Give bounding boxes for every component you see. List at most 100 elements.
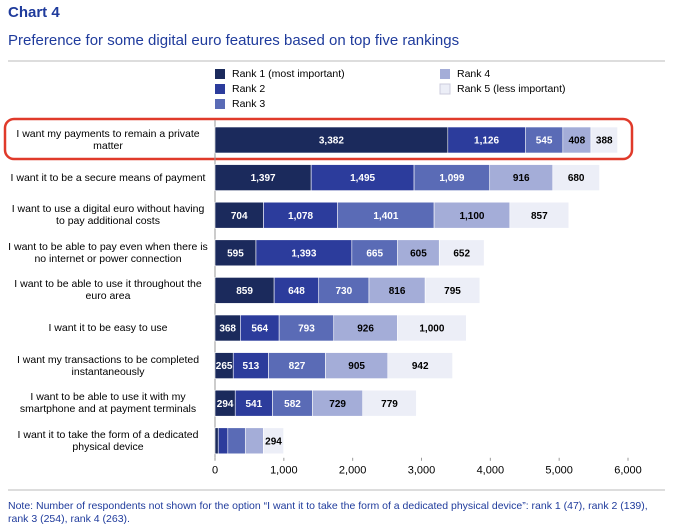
value-label: 368 <box>219 324 236 335</box>
legend-swatch <box>215 99 225 109</box>
value-label: 729 <box>329 399 346 410</box>
value-label: 1,099 <box>439 173 464 184</box>
bar-segment <box>562 126 592 154</box>
bar-segment <box>244 427 264 455</box>
legend-swatch <box>439 83 451 95</box>
value-label: 905 <box>348 361 365 372</box>
value-label: 541 <box>246 399 263 410</box>
value-label: 648 <box>288 286 305 297</box>
bar-segment <box>227 427 246 455</box>
value-label: 1,078 <box>288 211 313 222</box>
bar-segment <box>214 277 275 304</box>
bar-segment <box>263 201 338 229</box>
value-label: 680 <box>568 173 585 184</box>
value-label: 605 <box>410 248 427 259</box>
category-label: I want it to be a secure means of paymen… <box>10 171 206 184</box>
bar-segment <box>278 314 335 342</box>
bar-segment <box>272 389 313 417</box>
bar-segment <box>525 126 564 154</box>
x-tick-label: 1,000 <box>270 465 298 477</box>
value-label: 1,000 <box>419 324 444 335</box>
bar-segment <box>312 389 364 417</box>
x-tick-label: 5,000 <box>545 465 573 477</box>
value-label: 652 <box>453 248 470 259</box>
value-label: 916 <box>513 173 530 184</box>
bar-segment <box>362 389 417 417</box>
value-label: 564 <box>251 324 268 335</box>
bar-segment <box>397 239 440 267</box>
value-label: 1,100 <box>459 211 484 222</box>
value-label: 582 <box>284 399 301 410</box>
value-label: 408 <box>569 136 586 147</box>
bar-segment <box>447 126 526 154</box>
value-label: 294 <box>217 399 234 410</box>
bar-segment <box>318 277 370 304</box>
bar-segment <box>489 164 554 191</box>
bar-segment <box>268 352 326 379</box>
bar-segment <box>397 314 467 342</box>
x-tick-label: 3,000 <box>408 465 436 477</box>
category-label: I want to be able to use it throughout t… <box>14 278 202 303</box>
value-label: 1,401 <box>373 211 398 222</box>
bar-segment <box>552 164 600 191</box>
bar-segment <box>232 352 269 379</box>
chart-subtitle: Preference for some digital euro feature… <box>8 32 460 49</box>
legend-label: Rank 5 (less important) <box>457 83 566 95</box>
category-label: I want to be able to pay even when there… <box>8 240 208 265</box>
bar-segment <box>509 201 570 229</box>
value-label: 595 <box>227 248 244 259</box>
category-label: I want my transactions to be completed i… <box>16 353 200 378</box>
bar-segment <box>333 314 398 342</box>
legend-swatch <box>215 69 225 79</box>
bar-segment <box>310 164 415 191</box>
value-label: 1,126 <box>474 136 499 147</box>
legend-label: Rank 2 <box>232 83 265 95</box>
x-tick-label: 2,000 <box>339 465 367 477</box>
bar-segment <box>214 201 264 229</box>
value-label: 3,382 <box>319 136 344 147</box>
legend-label: Rank 1 (most important) <box>232 68 345 80</box>
category-label: I want it to take the form of a dedicate… <box>17 428 199 453</box>
value-label: 1,393 <box>291 248 316 259</box>
value-label: 1,397 <box>251 173 276 184</box>
bar-segment <box>424 277 481 304</box>
legend-label: Rank 3 <box>232 98 265 110</box>
x-tick-label: 0 <box>212 465 218 477</box>
value-label: 795 <box>444 286 461 297</box>
value-label: 665 <box>366 248 383 259</box>
bar-segment <box>214 126 449 154</box>
value-label: 779 <box>381 399 398 410</box>
note: Note: Number of respondents not shown fo… <box>8 500 648 525</box>
category-label: I want my payments to remain a private m… <box>16 128 200 152</box>
value-label: 926 <box>357 324 374 335</box>
chart-title: Chart 4 <box>8 4 60 21</box>
value-label: 1,495 <box>350 173 375 184</box>
bar-segment <box>217 427 229 455</box>
bar-segment <box>337 201 435 229</box>
value-label: 942 <box>412 361 429 372</box>
bar-segment <box>240 314 280 342</box>
value-label: 545 <box>536 136 553 147</box>
x-tick-label: 6,000 <box>614 465 642 477</box>
value-label: 730 <box>336 286 353 297</box>
highlight-box <box>3 117 634 161</box>
x-tick-label: 4,000 <box>477 465 505 477</box>
bar-segment <box>438 239 485 267</box>
value-label: 857 <box>531 211 548 222</box>
value-label: 704 <box>231 211 248 222</box>
value-label: 388 <box>596 136 613 147</box>
value-label: 294 <box>265 436 282 447</box>
legend-swatch <box>440 69 450 79</box>
bar-segment <box>263 427 284 455</box>
value-label: 816 <box>389 286 406 297</box>
legend-swatch <box>215 84 225 94</box>
bar-segment <box>255 239 353 267</box>
bar-segment <box>387 352 453 379</box>
value-label: 265 <box>216 361 233 372</box>
legend-label: Rank 4 <box>457 68 490 80</box>
bar-segment <box>590 126 618 154</box>
bar-segment <box>214 427 219 455</box>
bar-segment <box>214 164 312 191</box>
